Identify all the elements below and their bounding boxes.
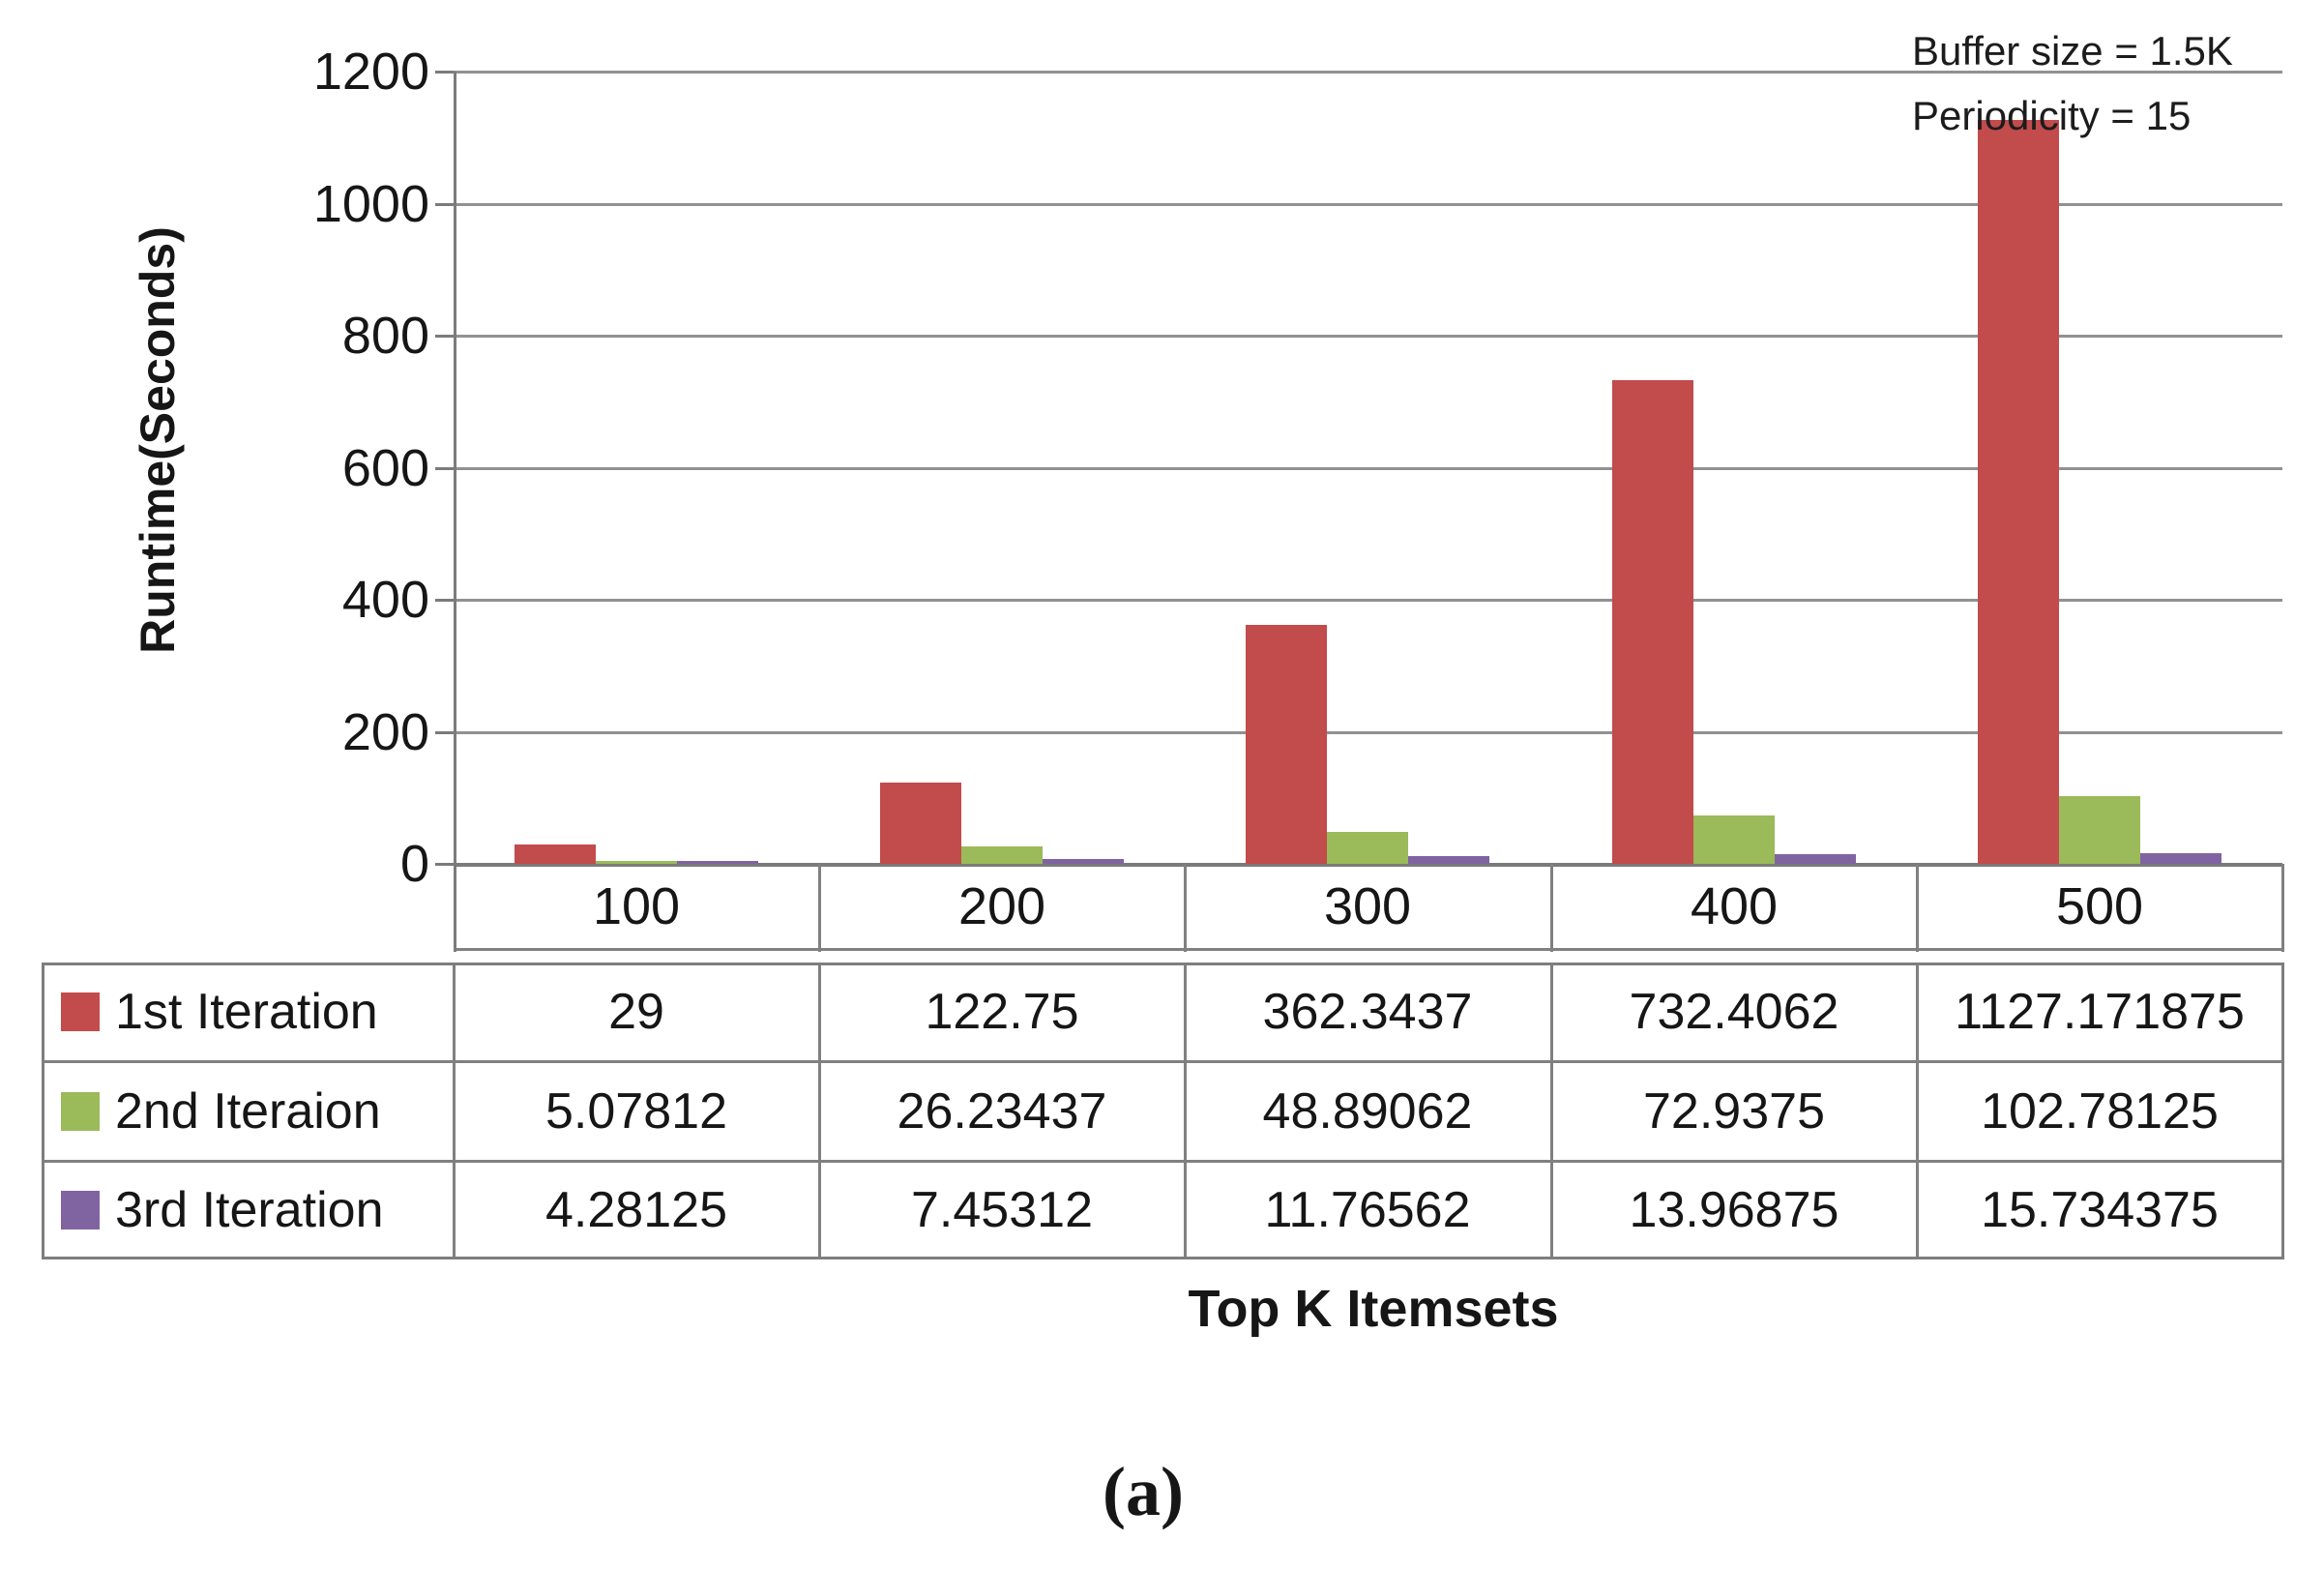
- x-axis-title: Top K Itemsets: [1188, 1280, 1559, 1338]
- table-cell-r1-c2: 122.75: [925, 984, 1079, 1040]
- table-cell-r2-c3: 48.89062: [1262, 1082, 1473, 1140]
- table-cell-r3-c3: 11.76562: [1264, 1182, 1471, 1238]
- annotation-periodicity: Periodicity = 15: [1912, 93, 2192, 138]
- table-cell-r2-c2: 26.23437: [897, 1082, 1107, 1140]
- gridline-200: [454, 731, 2282, 734]
- table-cell-r2-c1: 5.07812: [545, 1082, 727, 1140]
- legend-label: 3rd Iteration: [115, 1182, 384, 1238]
- x-category-label-300: 300: [1323, 877, 1412, 935]
- table-cell-r1-c4: 732.4062: [1629, 984, 1839, 1040]
- legend-swatch-2nd-iteraion: [61, 1091, 100, 1131]
- y-tick-mark-0: [435, 863, 454, 866]
- table-cell-r3-c1: 4.28125: [545, 1182, 727, 1238]
- bar-3rd-iteration-200: [1043, 859, 1124, 864]
- bar-1st-iteration-100: [515, 844, 596, 864]
- y-tick-label: 0: [399, 835, 429, 893]
- bar-2nd-iteraion-100: [596, 861, 677, 864]
- bar-2nd-iteraion-200: [961, 846, 1043, 864]
- bar-2nd-iteraion-300: [1327, 832, 1408, 864]
- gridline-600: [454, 467, 2282, 470]
- table-cell-r1-c1: 29: [608, 984, 664, 1040]
- table-cell-r1-c3: 362.3437: [1262, 984, 1473, 1040]
- bar-1st-iteration-200: [880, 783, 961, 864]
- y-tick-mark-800: [435, 335, 454, 338]
- table-column-separator-1: [818, 963, 821, 1259]
- category-strip-separator-1: [818, 864, 821, 952]
- chart-annotation: Buffer size = 1.5K Periodicity = 15: [1912, 18, 2233, 148]
- legend-label: 2nd Iteraion: [115, 1082, 381, 1140]
- y-tick-label: 800: [341, 307, 429, 365]
- bar-3rd-iteration-500: [2140, 853, 2221, 864]
- legend-label: 1st Iteration: [115, 984, 378, 1040]
- bar-2nd-iteraion-500: [2059, 796, 2140, 864]
- bar-1st-iteration-500: [1978, 120, 2059, 864]
- table-cell-r2-c4: 72.9375: [1643, 1082, 1825, 1140]
- y-tick-label: 200: [341, 703, 429, 761]
- y-axis-title: Runtime(Seconds): [131, 226, 185, 654]
- y-tick-label: 600: [341, 439, 429, 497]
- bar-2nd-iteraion-400: [1693, 815, 1775, 864]
- bar-3rd-iteration-300: [1408, 856, 1489, 864]
- category-strip-separator-2: [1184, 864, 1187, 952]
- legend-swatch-3rd-iteration: [61, 1191, 100, 1229]
- data-table-border: [42, 963, 2284, 1259]
- gridline-0: [454, 863, 2282, 867]
- x-category-label-100: 100: [592, 877, 681, 935]
- annotation-buffer-size: Buffer size = 1.5K: [1912, 28, 2233, 74]
- y-tick-mark-1200: [435, 71, 454, 74]
- y-tick-mark-400: [435, 599, 454, 602]
- table-row-separator-1: [42, 1060, 2284, 1063]
- gridline-800: [454, 335, 2282, 338]
- category-strip-separator-4: [1916, 864, 1919, 952]
- gridline-1000: [454, 203, 2282, 206]
- x-category-label-500: 500: [2055, 877, 2144, 935]
- table-cell-r3-c4: 13.96875: [1629, 1182, 1839, 1238]
- legend-row-1: 1st Iteration: [42, 963, 454, 1061]
- table-cell-r3-c2: 7.45312: [911, 1182, 1093, 1238]
- legend-row-2: 2nd Iteraion: [42, 1061, 454, 1161]
- legend-row-3: 3rd Iteration: [42, 1161, 454, 1259]
- y-tick-label: 1000: [312, 175, 429, 233]
- bar-1st-iteration-300: [1246, 625, 1327, 864]
- table-cell-r1-c5: 1127.171875: [1955, 984, 2245, 1040]
- gridline-1200: [454, 71, 2282, 74]
- y-tick-mark-200: [435, 731, 454, 734]
- table-column-separator-3: [1550, 963, 1553, 1259]
- y-tick-mark-600: [435, 467, 454, 470]
- legend-swatch-1st-iteration: [61, 992, 100, 1031]
- y-axis-line: [454, 72, 456, 952]
- table-column-separator-2: [1184, 963, 1187, 1259]
- category-strip-bottom-border: [454, 948, 2284, 951]
- table-column-separator-4: [1916, 963, 1919, 1259]
- table-row-separator-2: [42, 1160, 2284, 1163]
- x-category-label-200: 200: [957, 877, 1046, 935]
- x-category-label-400: 400: [1690, 877, 1779, 935]
- table-column-separator-0: [453, 963, 456, 1259]
- table-cell-r2-c5: 102.78125: [1981, 1082, 2219, 1140]
- subfigure-caption: (a): [1103, 1453, 1184, 1530]
- bar-1st-iteration-400: [1612, 380, 1693, 864]
- category-strip-separator-5: [2281, 864, 2284, 952]
- table-cell-r3-c5: 15.734375: [1981, 1182, 2219, 1238]
- bar-3rd-iteration-400: [1775, 854, 1856, 864]
- gridline-400: [454, 599, 2282, 602]
- y-tick-label: 400: [341, 571, 429, 629]
- category-strip-separator-3: [1550, 864, 1553, 952]
- y-tick-label: 1200: [312, 43, 429, 101]
- bar-3rd-iteration-100: [677, 861, 758, 864]
- y-tick-mark-1000: [435, 203, 454, 206]
